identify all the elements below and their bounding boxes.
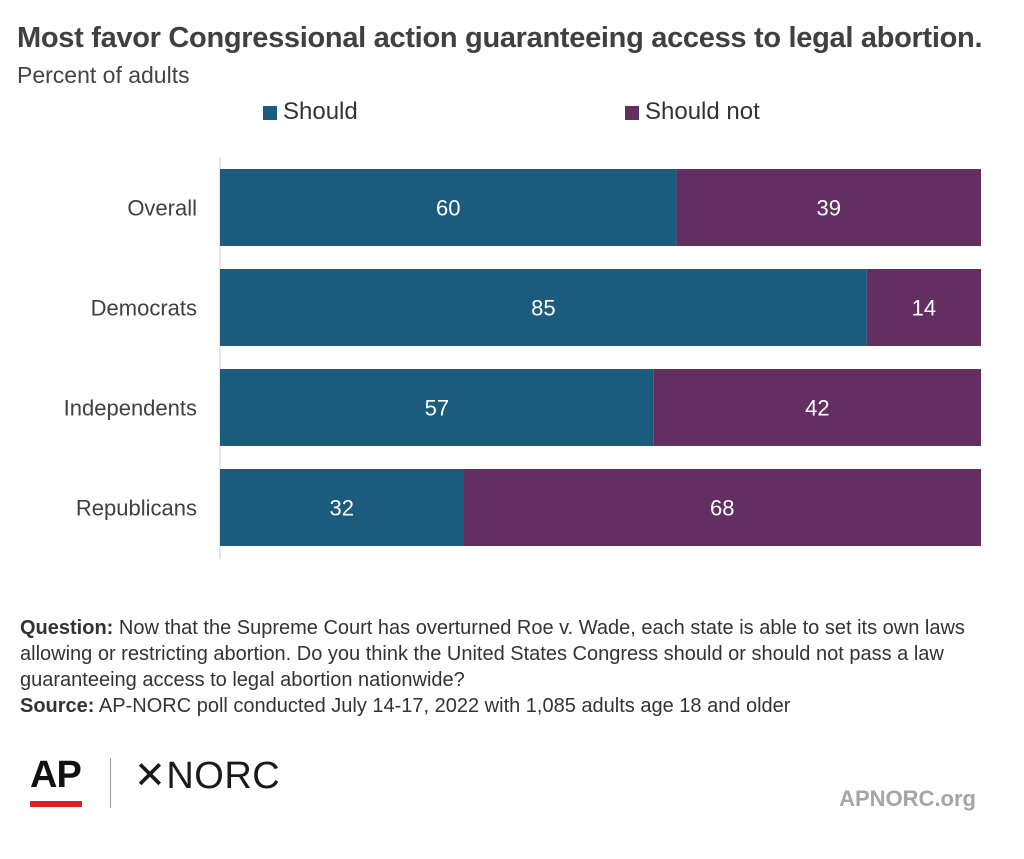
category-label-democrats: Democrats (91, 296, 197, 321)
chart-subtitle: Percent of adults (17, 62, 190, 88)
data-label-independents-should: 57 (425, 396, 449, 421)
category-label-overall: Overall (127, 196, 197, 221)
source-text: AP-NORC poll conducted July 14-17, 2022 … (98, 695, 791, 717)
bar-democrats-should-not (866, 269, 981, 346)
legend-label-should: Should (283, 98, 358, 125)
bar-independents-should-not (653, 369, 981, 446)
ap-logo: AP (30, 754, 82, 796)
data-label-overall-should-not: 39 (817, 196, 841, 221)
logo-divider (110, 758, 111, 808)
legend: Should Should not (0, 98, 1024, 128)
legend-swatch-should (263, 106, 277, 120)
legend-swatch-should-not (625, 106, 639, 120)
norc-logo-text: NORC (166, 755, 281, 797)
bar-independents-should (220, 369, 654, 446)
legend-item-should: Should (263, 98, 358, 126)
data-label-democrats-should: 85 (531, 296, 555, 321)
norc-logo: ✕NORC (134, 753, 280, 798)
data-label-republicans-should: 32 (330, 496, 354, 521)
data-label-independents-should-not: 42 (805, 396, 829, 421)
ap-logo-bar (30, 801, 82, 807)
question-text: Now that the Supreme Court has overturne… (20, 617, 965, 691)
data-label-democrats-should-not: 14 (912, 296, 936, 321)
chart-title: Most favor Congressional action guarante… (17, 22, 983, 54)
category-label-republicans: Republicans (76, 496, 197, 521)
question-note: Question: Now that the Supreme Court has… (20, 615, 1000, 693)
bar-republicans-should-not (463, 469, 981, 546)
site-link[interactable]: APNORC.org (839, 786, 976, 811)
norc-mark-icon: ✕ (134, 755, 167, 797)
legend-label-should-not: Should not (645, 98, 760, 125)
stacked-bar-chart: Overall 60 39 Democrats 85 14 Independents 57 42… (64, 157, 981, 559)
bar-overall-should-not (676, 169, 981, 246)
question-label: Question: (20, 617, 114, 639)
bar-overall-should (220, 169, 677, 246)
source-note: Source: AP-NORC poll conducted July 14-1… (20, 693, 1000, 719)
data-label-republicans-should-not: 68 (710, 496, 734, 521)
legend-item-should-not: Should not (625, 98, 760, 126)
data-label-overall-should: 60 (436, 196, 460, 221)
category-label-independents: Independents (64, 396, 197, 421)
bar-democrats-should (220, 269, 867, 346)
source-label: Source: (20, 695, 95, 717)
chart-footer: Question: Now that the Supreme Court has… (20, 615, 1000, 719)
bar-republicans-should (220, 469, 464, 546)
